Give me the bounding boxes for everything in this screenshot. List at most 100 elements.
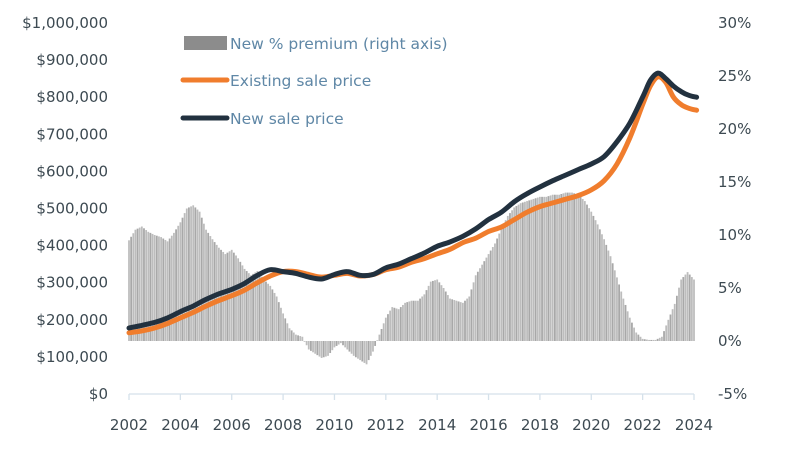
premium-bar bbox=[678, 287, 680, 341]
premium-bar bbox=[626, 311, 629, 341]
premium-bar bbox=[265, 281, 267, 341]
legend-label: Existing sale price bbox=[230, 72, 371, 90]
premium-bar bbox=[622, 298, 625, 341]
premium-bar bbox=[560, 194, 563, 341]
premium-bar bbox=[262, 279, 265, 341]
premium-bar bbox=[483, 261, 486, 341]
premium-bar bbox=[269, 285, 272, 341]
premium-bar bbox=[639, 336, 642, 341]
premium-bar bbox=[549, 195, 552, 341]
premium-bar bbox=[378, 334, 381, 341]
premium-bar bbox=[354, 341, 357, 358]
x-tick-label: 2010 bbox=[315, 416, 353, 434]
premium-bar bbox=[509, 213, 511, 341]
premium-bar bbox=[526, 201, 528, 341]
premium-bar bbox=[303, 341, 306, 342]
price-lines bbox=[126, 70, 700, 336]
premium-bar bbox=[369, 341, 372, 356]
premium-bar bbox=[594, 220, 597, 341]
premium-bar bbox=[391, 307, 394, 341]
premium-bar bbox=[282, 313, 284, 341]
y-right-tick-label: 25% bbox=[718, 67, 751, 85]
legend-item-premium: New % premium (right axis) bbox=[184, 35, 448, 53]
premium-bar bbox=[153, 235, 156, 341]
premium-bar bbox=[200, 217, 203, 341]
premium-bar bbox=[575, 194, 578, 341]
premium-bar bbox=[175, 229, 177, 341]
premium-bar bbox=[449, 298, 451, 341]
premium-bar bbox=[515, 206, 518, 341]
premium-bar bbox=[243, 268, 246, 341]
x-tick-label: 2004 bbox=[161, 416, 199, 434]
premium-bar bbox=[357, 341, 359, 359]
premium-bar bbox=[305, 341, 308, 346]
premium-bar bbox=[476, 271, 479, 341]
premium-bar bbox=[310, 341, 312, 351]
premium-bar bbox=[322, 341, 325, 358]
y-left-tick-label: $100,000 bbox=[36, 348, 108, 366]
premium-bar bbox=[185, 208, 188, 341]
premium-bar bbox=[149, 232, 152, 341]
premium-bar bbox=[380, 328, 383, 341]
premium-bar bbox=[577, 194, 580, 341]
premium-bar bbox=[658, 337, 661, 341]
premium-bar bbox=[511, 210, 513, 341]
premium-bar bbox=[513, 207, 516, 341]
premium-bar bbox=[491, 247, 494, 341]
premium-bar bbox=[213, 242, 216, 341]
premium-bar bbox=[374, 341, 377, 346]
premium-bar bbox=[290, 330, 293, 341]
x-tick-label: 2024 bbox=[675, 416, 713, 434]
premium-bar bbox=[601, 234, 603, 341]
premium-bar bbox=[414, 300, 417, 341]
premium-bar bbox=[271, 289, 274, 341]
premium-bar bbox=[500, 228, 503, 341]
premium-bar bbox=[547, 196, 550, 341]
legend-label: New sale price bbox=[230, 110, 344, 128]
premium-bar bbox=[342, 341, 344, 346]
premium-bar bbox=[245, 271, 248, 341]
premium-bar bbox=[459, 302, 462, 341]
premium-bar bbox=[675, 295, 678, 341]
premium-bar bbox=[417, 300, 419, 341]
y-left-tick-label: $0 bbox=[89, 385, 108, 403]
premium-bar bbox=[275, 296, 278, 341]
premium-bar bbox=[641, 338, 644, 341]
premium-bar bbox=[389, 310, 391, 341]
premium-bar bbox=[376, 340, 379, 341]
premium-bar bbox=[346, 341, 349, 350]
premium-bar bbox=[331, 341, 334, 351]
premium-bar bbox=[588, 208, 591, 341]
premium-bar bbox=[335, 341, 338, 346]
premium-bar bbox=[318, 341, 321, 357]
premium-bar bbox=[461, 302, 464, 341]
premium-bar bbox=[250, 275, 252, 341]
premium-bar bbox=[496, 238, 499, 341]
premium-bar bbox=[320, 341, 323, 358]
premium-bar bbox=[237, 258, 240, 341]
premium-bar bbox=[280, 307, 282, 341]
premium-bar bbox=[453, 300, 456, 341]
premium-bar bbox=[646, 339, 648, 341]
premium-bar bbox=[566, 192, 569, 341]
premium-bar bbox=[297, 335, 299, 341]
premium-bar bbox=[656, 338, 659, 341]
premium-bar bbox=[337, 341, 340, 345]
premium-bar bbox=[432, 280, 434, 341]
premium-bar bbox=[316, 341, 319, 356]
premium-bar bbox=[609, 256, 612, 341]
premium-bar bbox=[611, 263, 614, 341]
y-right-tick-label: 30% bbox=[718, 14, 751, 32]
premium-bar bbox=[190, 206, 192, 341]
premium-bar bbox=[693, 279, 695, 341]
premium-bar bbox=[686, 272, 689, 341]
premium-bar bbox=[474, 275, 477, 341]
premium-bar bbox=[690, 277, 693, 341]
premium-bar bbox=[295, 334, 297, 341]
y-right-tick-label: 0% bbox=[718, 332, 742, 350]
premium-bar bbox=[132, 233, 135, 341]
premium-bar bbox=[307, 341, 310, 350]
premium-bar bbox=[273, 292, 276, 341]
premium-bar bbox=[628, 317, 631, 341]
premium-bar bbox=[545, 196, 548, 341]
